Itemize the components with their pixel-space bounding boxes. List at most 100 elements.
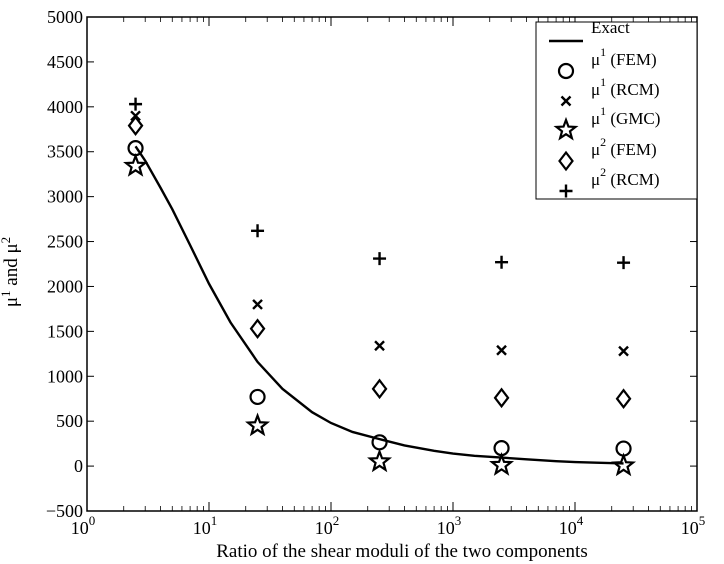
series-mu2_fem [127,115,632,410]
series-mu1_rcm [130,110,629,357]
plot-frame [86,16,698,512]
x-tick-exponent: 0 [89,513,96,528]
mu2_rcm-point [495,255,509,269]
mu1_rcm-point [252,299,263,310]
y-tick-label: 3000 [47,187,83,207]
y-axis-label-mu1: μ [1,297,22,307]
y-tick-label: 1500 [47,321,83,341]
legend-label-base: μ [591,109,600,128]
x-tick-label: 105 [681,513,706,538]
mu1_fem-point [249,388,266,406]
mu1_gmc-point [367,448,393,473]
mu2_rcm-point [373,252,387,266]
x-tick-base: 10 [559,518,577,538]
legend-label-base: μ [591,170,600,189]
x-tick-exponent: 3 [455,513,462,528]
y-axis-label: μ1 and μ2 [0,237,22,307]
mu1_rcm-point [618,345,629,357]
y-tick-label: 4500 [47,52,83,72]
x-tick-exponent: 2 [333,513,340,528]
legend-label-sup: 1 [600,104,606,118]
mu1_rcm-point [496,344,507,356]
legend-label-rest: (FEM) [606,50,657,69]
legend-label-rest: (RCM) [606,80,659,99]
legend-label-rest: (GMC) [606,109,660,128]
legend-item-mu1_gmc: μ1 (GMC) [553,104,660,141]
series-exact [134,145,624,465]
y-tick-label: 5000 [47,7,83,27]
mu1_fem-point [371,434,388,451]
legend-marker [557,62,575,80]
x-tick-label: 103 [437,513,462,538]
axes-frame-layer [86,16,698,512]
legend-label-sup: 1 [600,75,606,89]
mu2_rcm-point [617,256,631,270]
x-tick-exponent: 5 [699,513,706,528]
legend-box [535,21,698,200]
y-tick-label: 3500 [47,142,83,162]
x-axis-label: Ratio of the shear moduli of the two com… [216,541,587,562]
y-tick-label: 0 [74,456,83,476]
exact-curve [134,145,624,465]
legend-label-base: μ [591,140,600,159]
mu2_fem-point [249,318,266,339]
legend-item-exact: Exact [549,18,630,43]
mu2_fem-point [493,387,510,409]
legend-item-mu2_fem: μ2 (FEM) [558,135,657,172]
y-tick-label: 1000 [47,366,83,386]
series-layer [123,97,637,477]
y-tick-label: −500 [46,501,83,521]
y-tick-label: 4000 [47,97,83,117]
y-tick-label: 500 [56,411,83,431]
legend-label: μ1 (FEM) [591,45,657,69]
legend-marker [553,116,579,141]
mu1_gmc-point [245,412,271,437]
mu1_gmc-point [489,452,515,476]
x-tick-base: 10 [681,518,699,538]
y-tick-label: 2500 [47,232,83,252]
mu1_gmc-point [123,152,149,177]
legend-item-mu1_rcm: μ1 (RCM) [560,75,660,107]
mu1_rcm-point [374,340,385,352]
mu1_gmc-point [611,452,637,477]
legend-item-mu1_fem: μ1 (FEM) [557,45,657,80]
x-tick-base: 10 [71,518,89,538]
legend-label-base: μ [591,50,600,69]
mu2_rcm-point [129,97,143,111]
y-tick-label: 2000 [47,276,83,296]
x-tick-label: 100 [71,513,96,538]
legend-marker [558,150,574,172]
y-axis-label-sup2: 2 [0,237,13,244]
x-tick-exponent: 4 [577,513,584,528]
x-tick-label: 101 [193,513,218,538]
legend-label: Exact [591,18,630,37]
legend-label: μ2 (FEM) [591,135,657,159]
legend-marker [560,95,572,107]
series-mu2_rcm [129,97,631,270]
series-mu1_gmc [123,152,637,477]
y-axis-label-and-mu: and μ [1,243,22,290]
legend-label: μ1 (GMC) [591,104,660,128]
legend-label: μ2 (RCM) [591,165,660,189]
mu2_fem-point [371,378,388,400]
x-tick-label: 102 [315,513,340,538]
mu2_fem-point [615,388,632,410]
x-tick-label: 104 [559,513,584,538]
legend-label: μ1 (RCM) [591,75,660,99]
x-tick-base: 10 [193,518,211,538]
legend-label-sup: 1 [600,45,606,59]
legend-label-rest: (FEM) [606,140,657,159]
legend-label-base: μ [591,80,600,99]
legend-label-rest: (RCM) [606,170,659,189]
legend-marker [559,184,573,198]
x-tick-base: 10 [437,518,455,538]
legend-item-mu2_rcm: μ2 (RCM) [559,165,660,198]
y-axis-label-sup1: 1 [0,290,13,297]
x-tick-exponent: 1 [211,513,218,528]
mu2_rcm-point [251,224,265,238]
tick-layer: −500050010001500200025003000350040004500… [46,7,705,538]
legend-label-sup: 2 [600,165,606,179]
mu2_fem-point [127,115,144,136]
